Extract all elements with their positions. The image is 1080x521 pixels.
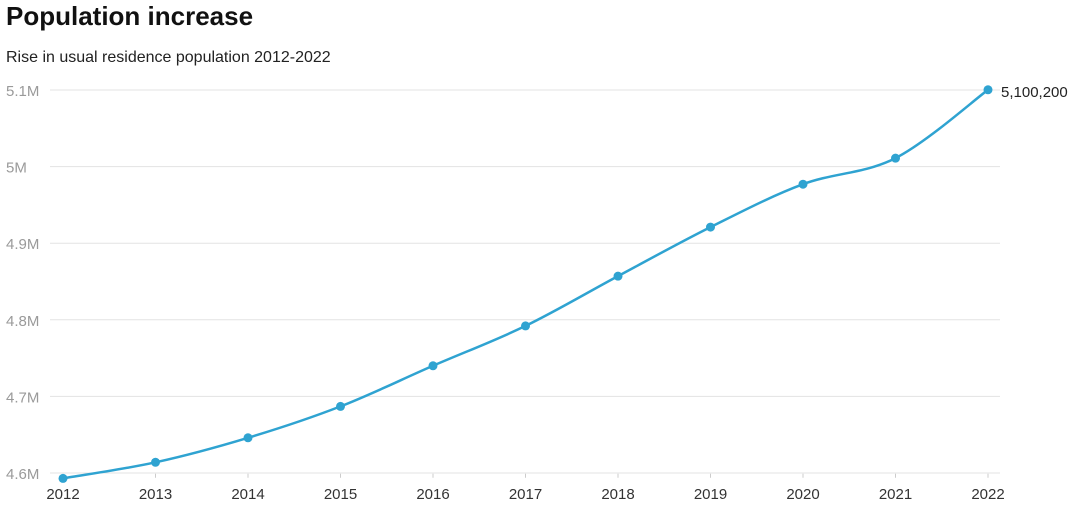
x-tick-label: 2019: [694, 486, 727, 503]
x-tick-label: 2015: [324, 486, 357, 503]
y-tick-label: 5.1M: [6, 83, 39, 100]
x-tick-label: 2014: [231, 486, 264, 503]
y-tick-label: 4.6M: [6, 466, 39, 483]
line: [62, 88, 989, 480]
x-tick-label: 2018: [601, 486, 634, 503]
y-tick-label: 4.7M: [6, 389, 39, 406]
point: [521, 321, 530, 331]
point: [983, 85, 993, 95]
point: [428, 361, 438, 371]
chart-title: Population increase: [6, 1, 253, 31]
point: [706, 222, 715, 232]
y-tick-label: 4.8M: [6, 313, 39, 330]
point: [336, 401, 345, 411]
point: [58, 473, 68, 483]
x-tick-label: 2016: [416, 486, 449, 503]
x-tick-label: 2021: [879, 486, 912, 503]
y-tick-label: 5M: [6, 160, 27, 177]
point: [798, 179, 808, 189]
point: [243, 433, 253, 443]
point: [151, 457, 160, 467]
y-tick-label: 4.9M: [6, 236, 39, 253]
point: [891, 153, 900, 163]
x-tick-label: 2012: [46, 486, 79, 503]
chart-subtitle: Rise in usual residence population 2012-…: [6, 49, 331, 66]
point: [613, 271, 623, 281]
x-tick-label: 2020: [786, 486, 819, 503]
x-tick-label: 2017: [509, 486, 542, 503]
x-tick-label: 2022: [971, 486, 1004, 503]
value-label: 5,100,200: [1001, 84, 1068, 101]
x-tick-label: 2013: [139, 486, 172, 503]
